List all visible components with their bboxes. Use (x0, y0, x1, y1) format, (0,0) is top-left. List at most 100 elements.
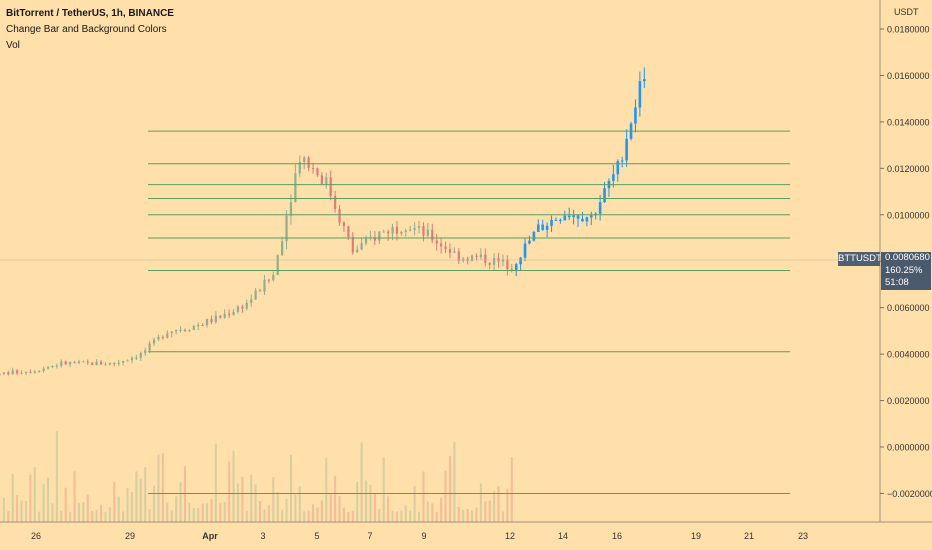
volume-bar (42, 484, 45, 522)
candle-body (294, 173, 297, 203)
candle-body (126, 360, 129, 362)
volume-bar (316, 507, 319, 522)
legend-indicator[interactable]: Change Bar and Background Colors (6, 24, 167, 35)
candle-body (108, 362, 111, 365)
candle-body (135, 357, 138, 359)
candle-body (46, 367, 50, 369)
candle-body (581, 218, 584, 222)
volume-bar (484, 501, 487, 522)
candle-body (77, 361, 81, 363)
legend-title[interactable]: BitTorrent / TetherUS, 1h, BINANCE (6, 8, 174, 19)
volume-bar (214, 443, 217, 522)
candle-body (395, 226, 399, 234)
candle-body (99, 361, 103, 365)
candle-body (254, 290, 257, 300)
candle-body (2, 372, 5, 374)
candle-body (276, 255, 279, 275)
candle-body (272, 274, 275, 281)
volume-bar (334, 476, 337, 522)
candle-body (161, 336, 164, 338)
volume-bar (95, 509, 98, 522)
candle-body (144, 350, 147, 354)
volume-bar (365, 480, 368, 522)
volume-bar (320, 500, 323, 522)
candle-body (197, 325, 200, 327)
legend-volume[interactable]: Vol (6, 40, 20, 51)
candle-body (431, 229, 434, 241)
volume-bar (338, 496, 341, 522)
candle-body (453, 251, 456, 253)
volume-bar (250, 474, 253, 522)
volume-bar (329, 494, 332, 522)
volume-bar (236, 483, 239, 522)
volume-bar (55, 431, 58, 522)
candle-body (342, 222, 346, 227)
volume-bar (347, 511, 350, 522)
x-tick-label: 9 (421, 531, 426, 541)
y-tick-label: 0.0120000 (887, 164, 930, 174)
volume-bar (298, 486, 301, 522)
volume-bar (413, 486, 416, 522)
candle-body (0, 373, 1, 376)
candle-body (541, 224, 545, 230)
candle-body (219, 315, 222, 318)
volume-bar (475, 507, 478, 522)
volume-bar (228, 461, 231, 522)
candle-body (183, 329, 187, 331)
candle-body (316, 168, 319, 176)
candle-body (567, 215, 571, 218)
candle-body (572, 215, 575, 218)
candle-body (638, 81, 642, 108)
candle-body (634, 107, 637, 124)
volume-bar (126, 488, 129, 522)
candle-body (42, 368, 45, 371)
volume-bar (457, 506, 460, 522)
candle-body (33, 371, 36, 373)
volume-bars (2, 431, 513, 522)
candle-body (506, 259, 509, 270)
y-tick-label: 0.0180000 (887, 25, 930, 35)
volume-bar (7, 511, 10, 522)
candle-body (175, 330, 178, 332)
y-tick-label: 0.0000000 (887, 443, 930, 453)
volume-bar (175, 496, 178, 522)
volume-bar (378, 508, 381, 522)
volume-bar (245, 510, 248, 522)
x-tick-label: 19 (691, 531, 701, 541)
volume-bar (422, 471, 425, 522)
volume-bar (493, 490, 496, 522)
candle-body (585, 217, 589, 222)
candle-body (95, 361, 98, 366)
change-percent: 160.25% (885, 264, 923, 276)
candle-body (589, 215, 593, 218)
candle-body (559, 219, 562, 221)
candle-body (612, 174, 615, 181)
volume-bar (117, 496, 120, 522)
candle-body (232, 311, 235, 316)
candle-body (404, 230, 407, 233)
volume-bar (471, 510, 474, 522)
x-tick-label: Apr (202, 531, 218, 541)
candle-body (29, 371, 32, 373)
volume-bar (342, 507, 345, 522)
candle-body (228, 313, 231, 316)
axis-unit-label: USDT (894, 7, 919, 17)
bar-countdown: 51:08 (885, 277, 909, 288)
volume-bar (179, 482, 182, 522)
volume-bar (387, 496, 390, 522)
volume-bar (64, 487, 67, 522)
candles (0, 67, 646, 376)
candle-body (210, 318, 213, 323)
candle-body (536, 224, 540, 232)
candle-body (488, 262, 491, 265)
candle-body (152, 339, 156, 344)
candle-body (603, 188, 606, 203)
volume-bar (400, 510, 403, 522)
candle-body (510, 269, 513, 271)
price-block: 0.0080680 160.25% 51:08 (881, 252, 931, 290)
volume-bar (24, 500, 27, 522)
volume-bar (307, 510, 310, 522)
volume-bar (69, 511, 72, 522)
candle-body (493, 258, 496, 265)
